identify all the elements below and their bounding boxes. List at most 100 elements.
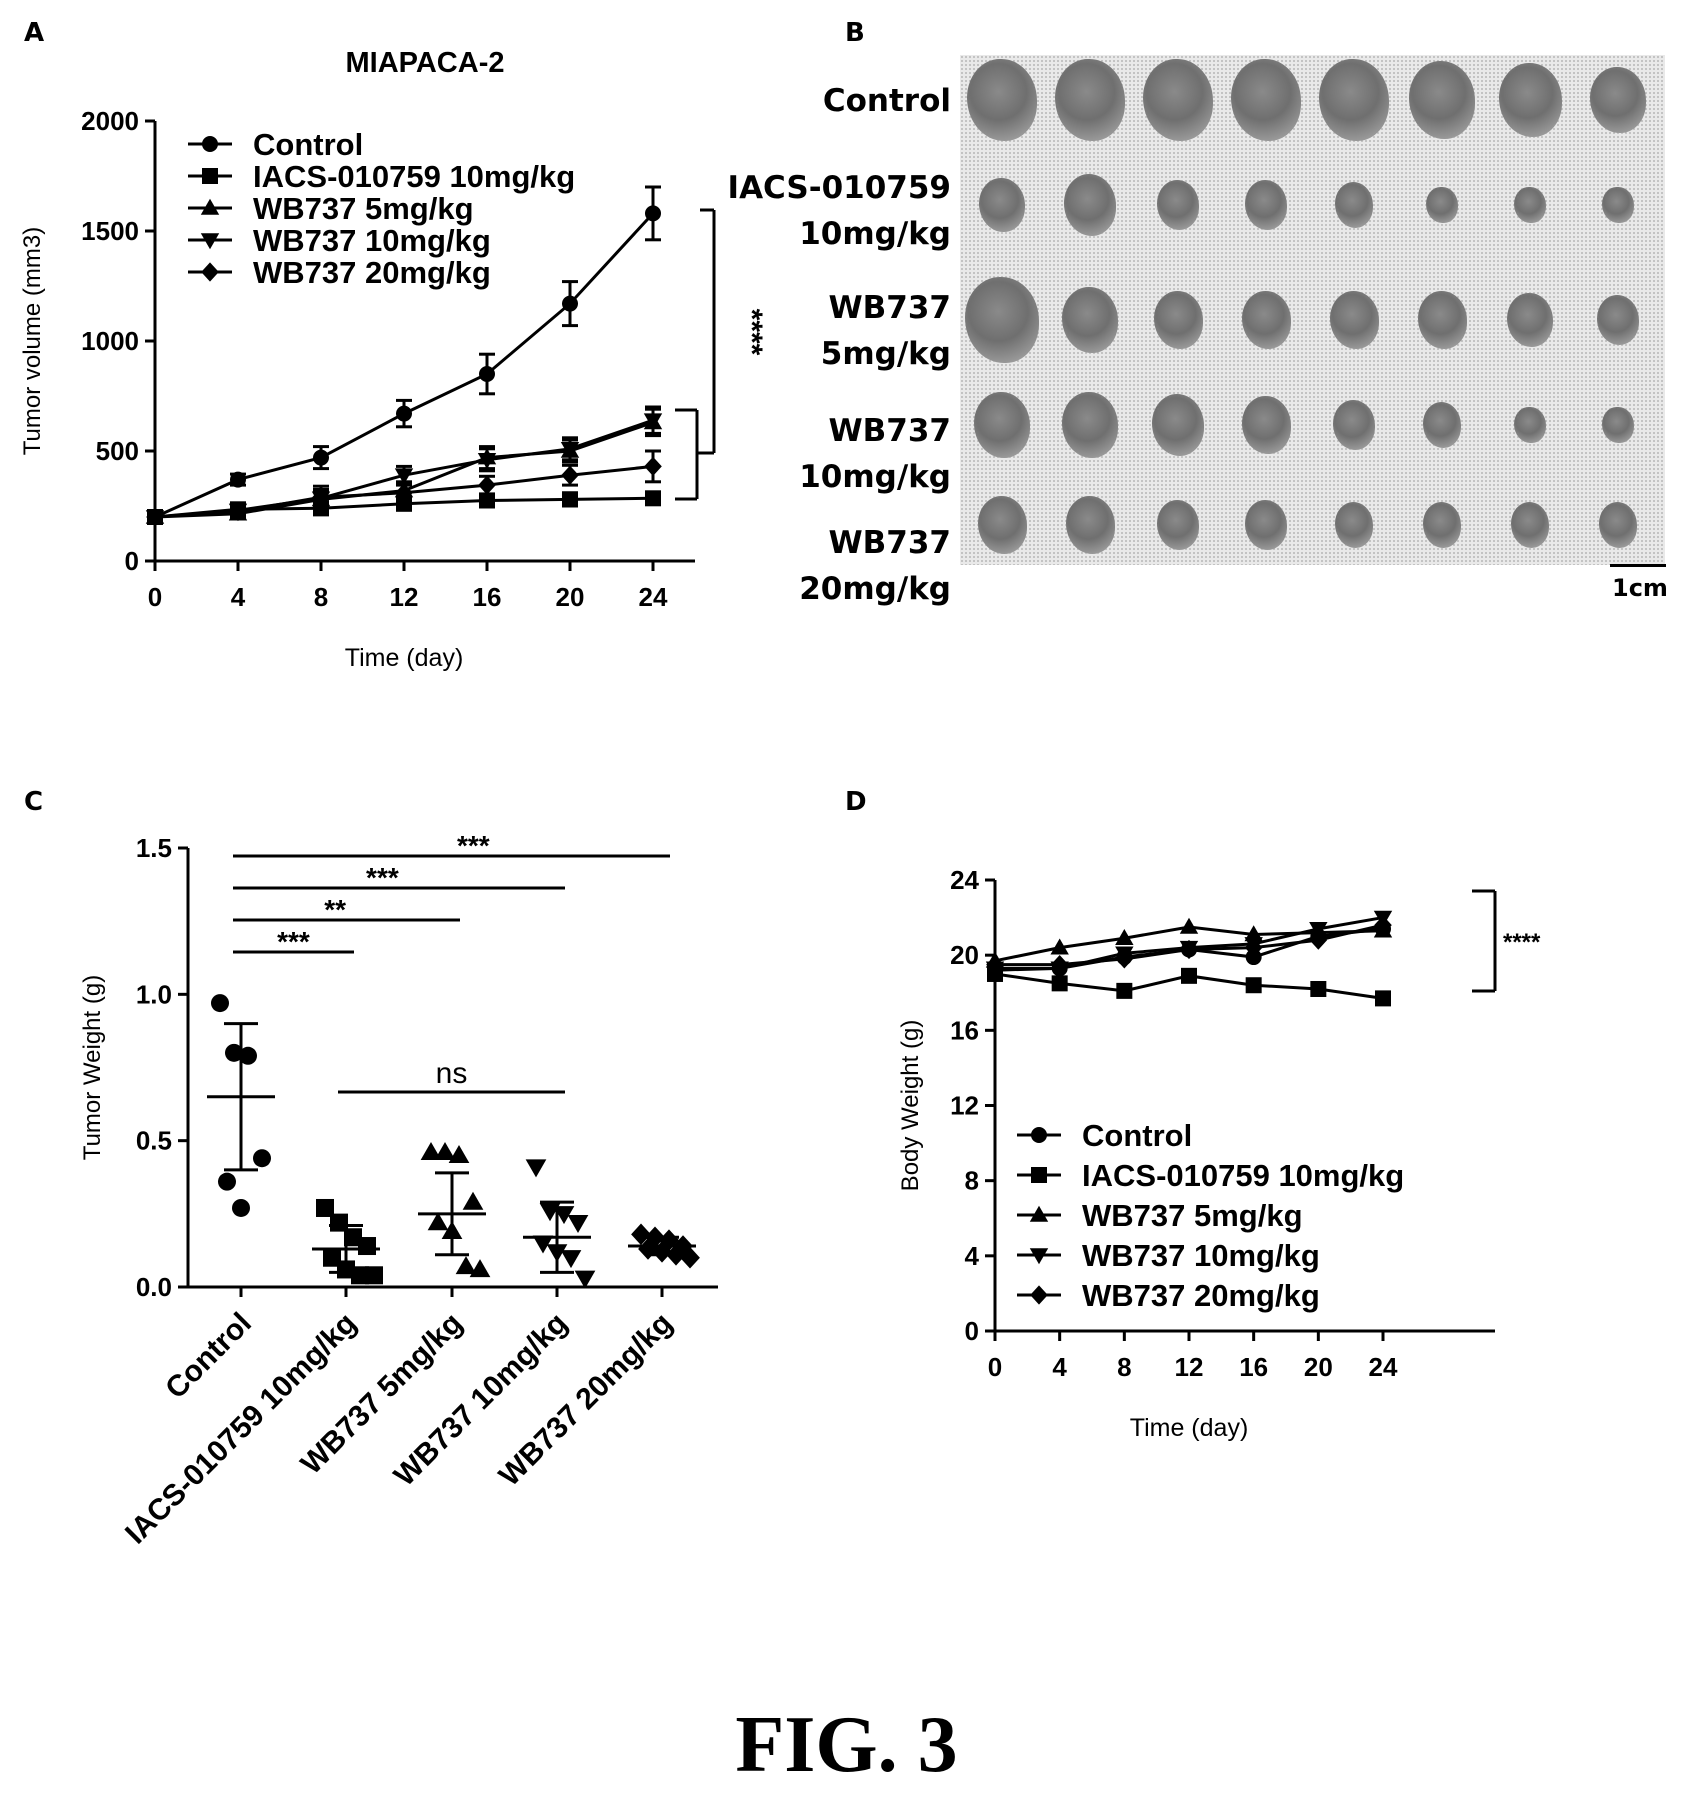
tumor-sample: [965, 276, 1039, 364]
data-point: [1245, 977, 1262, 994]
significance-label: ***: [366, 862, 399, 893]
y-tick-label: 1.0: [136, 979, 172, 1009]
data-point: [316, 1198, 334, 1217]
legend-label: WB737 20mg/kg: [1082, 1278, 1320, 1313]
y-axis-label: Tumor Weight (g): [79, 975, 106, 1160]
photo-row-label-line: WB737: [828, 525, 951, 561]
data-point: [1309, 922, 1328, 939]
data-point: [574, 1270, 596, 1289]
tumor-sample: [1498, 63, 1562, 137]
legend-label: WB737 10mg/kg: [253, 223, 491, 258]
data-point: [253, 1149, 271, 1168]
photo-row-label-line: Control: [822, 83, 951, 119]
photo-row-label: WB737 10mg/kg: [701, 408, 951, 500]
legend-label: IACS-010759 10mg/kg: [1082, 1158, 1404, 1193]
y-axis-label: Body Weight (g): [897, 1020, 924, 1192]
tumor-sample: [1422, 502, 1462, 548]
photo-row-label: Control: [701, 78, 951, 124]
group-4: [628, 1223, 700, 1269]
data-point: [631, 1223, 651, 1246]
category-label: WB737 20mg/kg: [493, 1307, 679, 1493]
data-point: [448, 1144, 470, 1163]
tumor-sample: [1417, 291, 1467, 349]
y-tick-label: 4: [965, 1241, 980, 1271]
legend-label: IACS-010759 10mg/kg: [253, 159, 575, 194]
y-tick-label: 1.5: [136, 833, 172, 863]
x-tick-label: 12: [1175, 1352, 1204, 1382]
tumor-sample: [1231, 59, 1301, 141]
x-tick-label: 0: [988, 1352, 1002, 1382]
data-point: [469, 1259, 491, 1278]
legend-marker: [201, 262, 219, 282]
y-tick-label: 8: [965, 1166, 979, 1196]
tumor-sample: [1062, 287, 1118, 353]
scale-bar: [1610, 564, 1666, 567]
tumor-sample: [1408, 61, 1476, 139]
y-tick-label: 16: [950, 1015, 979, 1045]
legend-marker: [200, 233, 220, 250]
tumor-sample: [974, 392, 1030, 458]
x-tick-label: 4: [1052, 1352, 1067, 1382]
panel-letter-a: A: [24, 18, 45, 48]
y-tick-label: 24: [950, 865, 979, 895]
tumor-sample: [1151, 394, 1205, 456]
photo-row-label-line: WB737: [828, 413, 951, 449]
legend-marker: [202, 168, 218, 184]
data-point: [1116, 982, 1133, 999]
legend-marker: [1029, 1248, 1049, 1265]
tumor-sample: [1245, 180, 1287, 230]
data-point: [479, 492, 495, 509]
x-tick-label: 20: [556, 582, 585, 612]
tumor-sample: [1157, 180, 1199, 230]
significance-annotation: ****: [1472, 889, 1541, 993]
y-tick-label: 12: [950, 1091, 979, 1121]
data-point: [225, 1043, 243, 1062]
chart-title: MIAPACA-2: [346, 47, 505, 79]
legend-label: WB737 20mg/kg: [253, 255, 491, 290]
axes: 0 500 1000 1500 2000 0 4 8 12 16 20 24: [81, 106, 695, 612]
legend-marker: [1031, 1127, 1047, 1143]
tumor-sample: [1245, 500, 1287, 550]
data-point: [229, 501, 247, 522]
tumor-sample: [1063, 174, 1117, 236]
tumor-sample: [977, 496, 1027, 554]
category-label: WB737 10mg/kg: [388, 1307, 574, 1493]
tumor-sample: [1422, 402, 1462, 448]
data-point: [323, 1248, 341, 1267]
legend-marker: [1030, 1285, 1048, 1305]
panel-letter-b: B: [845, 18, 865, 48]
data-point: [567, 1214, 589, 1233]
photo-row-label-line: 5mg/kg: [820, 336, 951, 372]
data-point: [1179, 917, 1199, 934]
data-point: [1374, 915, 1392, 935]
data-point: [313, 449, 329, 466]
group-1: [312, 1198, 383, 1285]
photo-row-label-line: 10mg/kg: [799, 459, 951, 495]
legend-marker: [200, 198, 220, 215]
data-point: [455, 1256, 477, 1275]
data-point: [1050, 938, 1069, 955]
y-tick-label: 0: [125, 546, 139, 576]
data-point: [395, 483, 413, 503]
significance-annotation: ****: [675, 208, 768, 501]
x-tick-label: 8: [314, 582, 328, 612]
data-point: [1051, 975, 1068, 992]
data-point: [1244, 938, 1263, 958]
tumor-sample: [1333, 400, 1375, 450]
data-point: [1310, 980, 1327, 997]
significance-label: **: [324, 894, 346, 925]
tumor-sample: [1602, 186, 1634, 224]
y-tick-label: 1000: [81, 326, 139, 356]
data-point: [344, 1228, 362, 1247]
tumor-sample: [1334, 182, 1374, 228]
panel-letter-d: D: [845, 787, 867, 817]
x-tick-label: 12: [390, 582, 419, 612]
figure-label: FIG. 3: [735, 1701, 958, 1789]
series-4: [146, 449, 662, 527]
group-0: [207, 994, 275, 1217]
data-point: [1115, 929, 1134, 946]
x-tick-label: 4: [231, 582, 246, 612]
tumor-sample: [1241, 291, 1291, 349]
data-point: [1050, 954, 1069, 975]
